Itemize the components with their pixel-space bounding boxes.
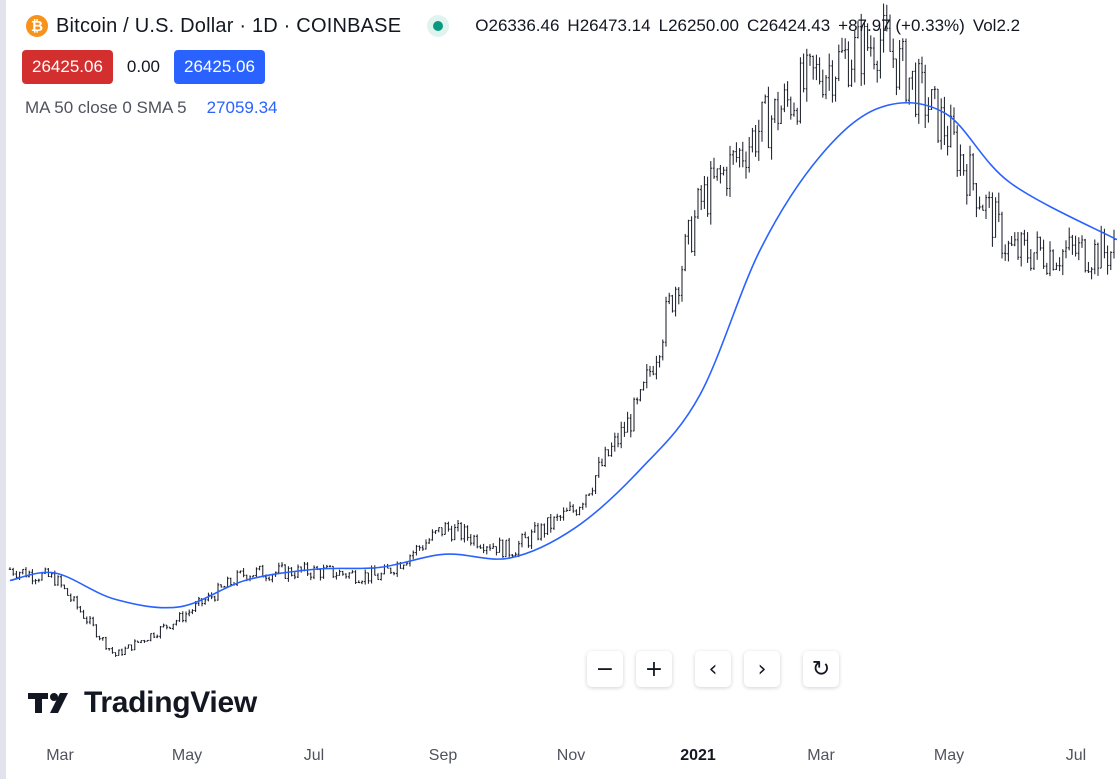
time-label-may: May [171,747,203,764]
tradingview-logo-text: TradingView [84,686,257,719]
volume-value: 2.2 [996,16,1021,35]
sell-button[interactable]: 26425.06 [22,50,113,84]
time-label-mar: Mar [46,747,74,764]
low-value: 26250.00 [668,16,739,35]
time-label-nov: Nov [556,747,586,764]
open-value: 26336.46 [488,16,560,35]
zoom-in-button[interactable]: + [636,651,672,687]
time-label-jul-2021: Jul [1065,747,1087,764]
volume-label: Vol [972,16,997,35]
close-label: C [746,16,760,35]
market-status-icon[interactable] [427,15,450,37]
ohlc-values: O26336.46 H26473.14 L26250.00 C26424.43 … [475,16,1020,36]
buy-button[interactable]: 26425.06 [174,50,265,84]
time-label-jul: Jul [303,747,325,764]
open-label: O [475,16,489,35]
tradingview-logo-icon [28,693,68,713]
indicator-value: 27059.34 [206,98,278,117]
scroll-left-button[interactable]: ‹ [695,651,731,687]
change-value: +87.97 (+0.33%) [838,16,965,35]
ma-50-line[interactable] [9,102,1117,609]
indicator-legend[interactable]: MA 50 close 0 SMA 5 27059.34 [25,98,278,118]
scroll-right-button[interactable]: › [744,651,780,687]
reset-chart-button[interactable]: ↻ [803,651,839,687]
bitcoin-icon: ₿ [26,15,48,37]
high-label: H [567,16,580,35]
zoom-out-button[interactable]: − [587,651,623,687]
time-label-sep: Sep [428,747,458,764]
close-value: 26424.43 [759,16,831,35]
time-label-2021: 2021 [680,747,716,764]
indicator-label: MA 50 close 0 SMA 5 [25,98,187,117]
time-label-may-2021: May [933,747,965,764]
symbol-title[interactable]: Bitcoin / U.S. Dollar · 1D · COINBASE [56,14,402,37]
symbol-legend: ₿ Bitcoin / U.S. Dollar · 1D · COINBASE … [26,12,1020,40]
low-label: L [658,16,669,35]
tradingview-logo[interactable]: TradingView [28,686,257,720]
high-value: 26473.14 [579,16,651,35]
trade-buttons: 26425.06 0.00 26425.06 [22,50,265,84]
time-label-mar-2021: Mar [807,747,835,764]
spread-value: 0.00 [126,57,160,76]
